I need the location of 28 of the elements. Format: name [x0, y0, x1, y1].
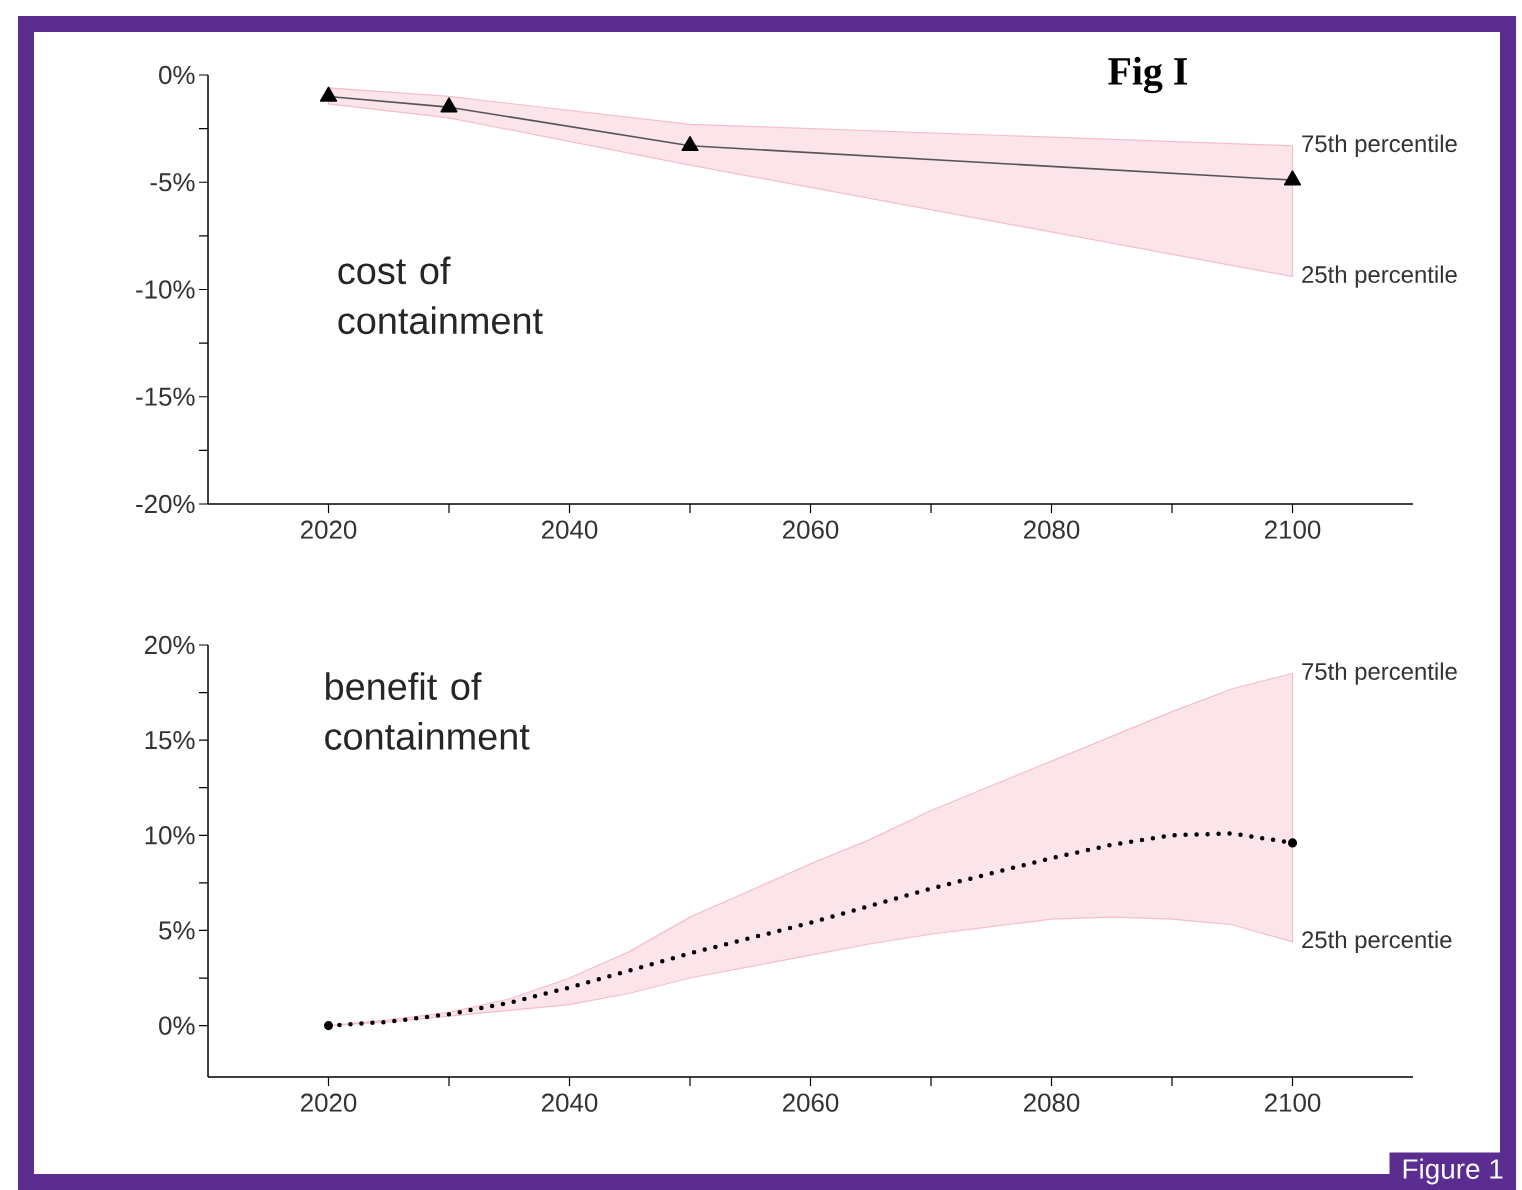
x-tick-label: 2060 [782, 1093, 839, 1112]
y-tick-label: 0% [159, 65, 195, 84]
y-tick-label: -10% [136, 280, 195, 299]
x-tick-label: 2020 [300, 1093, 357, 1112]
x-tick-label: 2060 [782, 520, 839, 539]
x-tick-label: 2020 [300, 520, 357, 539]
text: cost of containment [338, 256, 543, 334]
caption: Figure 1 [1403, 1158, 1503, 1185]
x-tick-label: 2100 [1265, 1093, 1321, 1112]
x-tick-label: 2040 [541, 1093, 598, 1112]
y-tick-label: 15% [145, 730, 195, 750]
x-tick-label: 2080 [1023, 520, 1080, 539]
x-tick-label: 2100 [1264, 520, 1321, 539]
x-tick-label: 2040 [541, 520, 598, 539]
y-tick-label: -20% [136, 494, 195, 513]
y-tick-label: 5% [159, 921, 195, 940]
text: benefit of containment [325, 672, 530, 750]
annotation: 25th percentie [1302, 930, 1452, 953]
y-tick-label: 20% [144, 635, 195, 654]
annotation: 75th percentile [1302, 662, 1457, 685]
y-tick-label: 10% [145, 825, 195, 845]
x-tick-label: 2080 [1023, 1093, 1080, 1112]
y-tick-label: -5% [150, 172, 195, 192]
y-tick-label: -15% [136, 387, 195, 406]
annotation: 25th percentile [1302, 265, 1457, 288]
annotation: Fig I [1108, 56, 1187, 94]
annotation: 75th percentile [1302, 134, 1457, 157]
y-tick-label: 0% [159, 1016, 195, 1035]
